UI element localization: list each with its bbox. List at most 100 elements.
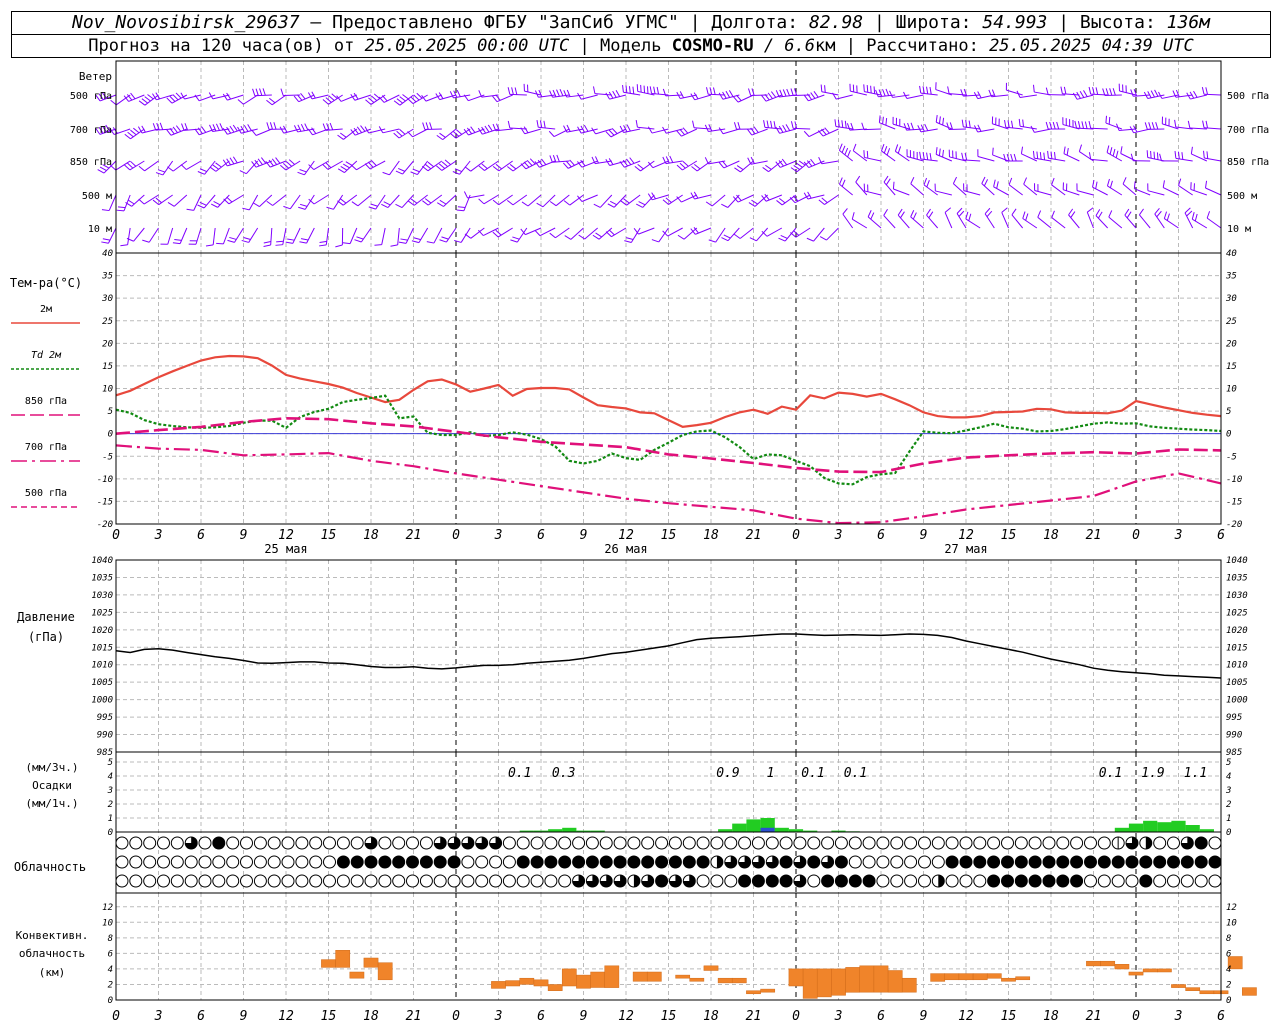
wind-barb [412,128,428,138]
conv-cloud-bar [831,968,846,996]
cloud-icon [129,874,143,888]
wind-level-label-right: 500 гПа [1227,91,1269,102]
cloud-icon [1194,836,1208,850]
cloud-icon [890,855,904,869]
cloud-icon [198,855,212,869]
cloud-icon [170,836,184,850]
wind-barb-feather [1078,144,1083,152]
conv-cloud-bar [561,968,577,987]
wind-barb-feather [1206,151,1209,159]
wind-barb-feather [141,98,149,104]
wind-barb-feather [478,165,485,171]
cloud-icon [696,855,710,869]
wind-barb [516,227,528,243]
precip-unit-3h: (мм/3ч.) [26,761,79,774]
pressure-title: Давление [17,610,75,624]
wind-barb-feather [1147,91,1152,99]
temp-y-tick-label: -10 [97,475,113,485]
wind-barb-feather [821,197,828,203]
wind-barb [375,194,386,210]
wind-barb-feather [649,86,653,94]
wind-barb-feather [130,160,137,167]
wind-barb-feather [269,122,273,130]
wind-barb-feather [167,202,175,207]
wind-barb [977,128,995,133]
wind-barb-feather [120,244,128,247]
wind-barb [920,158,938,162]
wind-barb [254,94,272,97]
wind-barb [1001,212,1009,229]
cloud-icon [862,874,876,888]
wind-barb [199,128,216,136]
temp-y-tick-label: 30 [101,294,113,304]
wind-barb-feather [1144,122,1148,130]
cloud-icon [1167,855,1180,869]
wind-barb-feather [1150,150,1152,159]
wind-barb-feather [968,213,972,221]
wind-barb-feather [137,126,143,134]
cloud-icon [1125,874,1139,888]
wind-barb [991,94,1009,98]
wind-barb [780,160,797,168]
cloud-icon [668,855,682,869]
wind-barb [446,227,457,243]
wind-barb-feather [514,87,518,95]
conv-y-tick-label: 12 [102,903,113,913]
wind-barb [796,160,811,173]
wind-barb-feather [1194,213,1198,222]
wind-barb-feather [450,132,457,139]
conv-y-tick-label-right: 8 [1226,934,1231,944]
wind-barb [1076,127,1094,130]
wind-barb-feather [763,120,766,128]
cloud-icon [475,874,489,888]
wind-barb-feather [973,125,979,133]
wind-barb-feather [1001,207,1008,213]
wind-barb-feather [1184,207,1191,214]
wind-barb-feather [345,161,353,166]
wind-barb [227,160,244,167]
wind-barb [1006,89,1023,96]
wind-barb [594,93,612,96]
wind-barb-feather [704,124,709,132]
wind-barb-feather [1097,211,1103,219]
wind-barb-feather [1023,177,1028,185]
wind-barb-feather [271,158,278,165]
wind-barb-feather [478,90,483,98]
wind-barb-feather [873,86,876,94]
temp-y-tick-label-right: 0 [1226,430,1231,440]
wind-barb-feather [1102,88,1106,96]
wind-barb-feather [439,239,447,243]
wind-barb [184,128,202,131]
wind-barb-feather [197,127,203,134]
convective-cloud-layer [321,950,1257,999]
wind-barb [217,194,230,208]
wind-barb-feather [1106,145,1110,153]
cloud-icon-half [633,875,640,887]
wind-barb-feather [1172,90,1177,98]
cloud-icon-half [938,875,945,887]
cloud-icon [406,836,419,850]
conv-x-tick-label: 15 [321,1009,337,1024]
wind-barb [696,160,712,172]
wind-barb-feather [399,96,406,102]
wind-barb [610,128,627,138]
wind-barb [993,186,1009,196]
wind-barb-feather [766,120,769,128]
wind-barb-feather [1191,212,1195,220]
wind-barb-feather [577,126,582,134]
wind-barb-feather [1108,210,1113,218]
wind-barb [910,216,924,229]
precip-sum-label: 0.9 [716,766,739,781]
cloud-icon [779,874,793,888]
cloud-icon [1097,874,1111,888]
cloud-icon [170,855,184,869]
conv-x-tick-label: 3 [834,1009,843,1024]
cloud-icon [655,874,669,888]
wind-barb-feather [870,85,872,94]
lon-value: 82.98 [808,12,864,33]
wind-barb [852,218,868,229]
wind-barb-feather [1025,213,1029,221]
wind-barb-feather [237,99,244,105]
wind-barb-feather [1006,153,1010,162]
conv-title-3: (км) [39,966,66,979]
